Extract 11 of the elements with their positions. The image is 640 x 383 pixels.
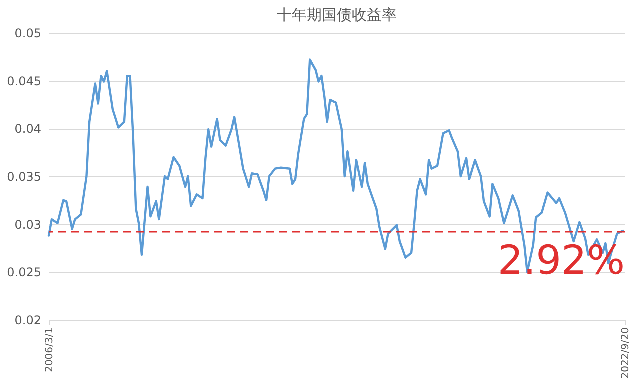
y-tick-label: 0.04	[14, 122, 42, 136]
y-tick-label: 0.035	[7, 170, 42, 184]
line-series	[48, 58, 624, 274]
y-tick-label: 0.025	[7, 266, 42, 280]
y-tick-label: 0.03	[14, 218, 42, 232]
x-tick-label: 2022/9/20	[620, 328, 632, 379]
y-tick-label: 0.045	[7, 74, 42, 88]
chart-title: 十年期国债收益率	[277, 6, 397, 24]
y-tick-label: 0.02	[14, 314, 42, 328]
x-tick-label: 2006/3/1	[44, 328, 56, 372]
y-tick-label: 0.05	[14, 26, 42, 40]
